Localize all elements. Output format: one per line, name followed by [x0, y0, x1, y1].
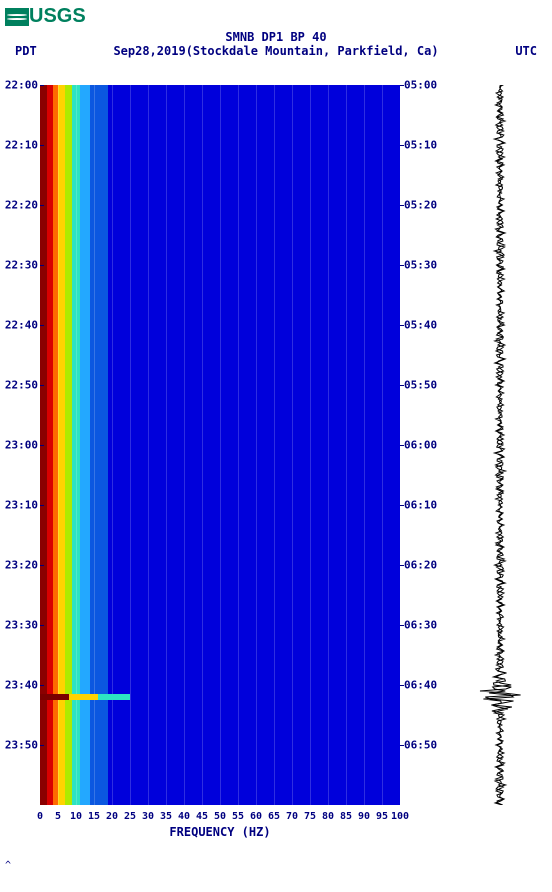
- xtick: 20: [106, 811, 118, 822]
- xtick: 55: [232, 811, 244, 822]
- ytick-pdt: 23:50: [5, 739, 38, 752]
- ytick-pdt: 22:20: [5, 199, 38, 212]
- usgs-logo: USGS: [5, 5, 86, 28]
- ytick-utc: 05:30: [404, 259, 437, 272]
- xtick: 15: [88, 811, 100, 822]
- xtick: 70: [286, 811, 298, 822]
- ytick-utc: 05:00: [404, 79, 437, 92]
- xtick: 5: [55, 811, 61, 822]
- spectrogram-plot: [40, 85, 400, 805]
- ytick-pdt: 22:50: [5, 379, 38, 392]
- ytick-utc: 05:40: [404, 319, 437, 332]
- xtick: 35: [160, 811, 172, 822]
- ytick-pdt: 23:20: [5, 559, 38, 572]
- ytick-pdt: 23:30: [5, 619, 38, 632]
- xtick: 80: [322, 811, 334, 822]
- ytick-utc: 05:20: [404, 199, 437, 212]
- xtick: 90: [358, 811, 370, 822]
- ytick-utc: 06:30: [404, 619, 437, 632]
- ytick-utc: 06:20: [404, 559, 437, 572]
- y-axis-utc: 05:0005:1005:2005:3005:4005:5006:0006:10…: [400, 85, 440, 805]
- ytick-utc: 06:40: [404, 679, 437, 692]
- xtick: 75: [304, 811, 316, 822]
- xtick: 40: [178, 811, 190, 822]
- xtick: 0: [37, 811, 43, 822]
- tz-left: PDT: [15, 44, 37, 58]
- spectrogram-canvas: [40, 85, 400, 805]
- ytick-utc: 06:50: [404, 739, 437, 752]
- xtick: 95: [376, 811, 388, 822]
- xtick: 45: [196, 811, 208, 822]
- ytick-pdt: 22:40: [5, 319, 38, 332]
- date-station: Sep28,2019(Stockdale Mountain, Parkfield…: [113, 44, 438, 58]
- ytick-utc: 05:50: [404, 379, 437, 392]
- ytick-pdt: 23:10: [5, 499, 38, 512]
- xtick: 50: [214, 811, 226, 822]
- ytick-utc: 05:10: [404, 139, 437, 152]
- ytick-pdt: 23:00: [5, 439, 38, 452]
- x-axis-label: FREQUENCY (HZ): [40, 825, 400, 839]
- y-axis-pdt: 22:0022:1022:2022:3022:4022:5023:0023:10…: [0, 85, 40, 805]
- usgs-text: USGS: [29, 5, 86, 27]
- ytick-pdt: 23:40: [5, 679, 38, 692]
- ytick-utc: 06:10: [404, 499, 437, 512]
- xtick: 10: [70, 811, 82, 822]
- seismogram-trace: [470, 85, 530, 805]
- xtick: 30: [142, 811, 154, 822]
- footmark: ^: [5, 860, 11, 871]
- tz-right: UTC: [515, 44, 537, 58]
- ytick-pdt: 22:00: [5, 79, 38, 92]
- usgs-wave-icon: [5, 8, 29, 26]
- xtick: 65: [268, 811, 280, 822]
- xtick: 85: [340, 811, 352, 822]
- subtitle-line: PDT Sep28,2019(Stockdale Mountain, Parkf…: [0, 44, 552, 58]
- xtick: 25: [124, 811, 136, 822]
- plot-title: SMNB DP1 BP 40: [0, 30, 552, 44]
- xtick: 60: [250, 811, 262, 822]
- ytick-pdt: 22:30: [5, 259, 38, 272]
- ytick-utc: 06:00: [404, 439, 437, 452]
- ytick-pdt: 22:10: [5, 139, 38, 152]
- xtick: 100: [391, 811, 409, 822]
- title-block: SMNB DP1 BP 40 PDT Sep28,2019(Stockdale …: [0, 30, 552, 58]
